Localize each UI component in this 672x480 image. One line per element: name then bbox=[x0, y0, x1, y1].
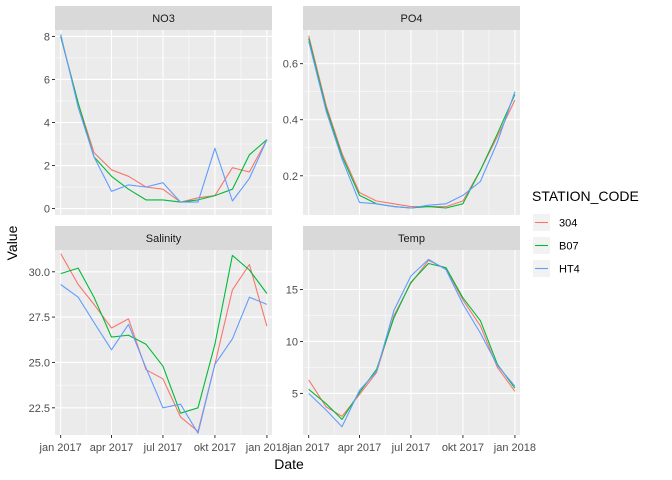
x-tick-label: apr 2017 bbox=[338, 442, 381, 454]
legend-label: B07 bbox=[559, 241, 579, 253]
facet-strip-label: PO4 bbox=[400, 13, 422, 25]
x-tick-label: jul 2017 bbox=[391, 442, 431, 454]
y-tick-label: 8 bbox=[44, 31, 50, 43]
facet-panel-salinity: Salinity 22.5 25.0 27.5 30.0 jan 2017 apr 2017… bbox=[29, 226, 288, 454]
x-tick-label: apr 2017 bbox=[90, 442, 133, 454]
facet-panel-no3: NO3 0 2 4 6 8 bbox=[44, 6, 272, 216]
x-tick-label: jan 2018 bbox=[245, 442, 288, 454]
y-tick-label: 15 bbox=[286, 284, 298, 296]
y-tick-label: 0.2 bbox=[283, 171, 298, 183]
series-line-po4-ht4 bbox=[308, 41, 516, 209]
legend-title: STATION_CODE bbox=[532, 188, 639, 204]
y-tick-label: 30.0 bbox=[29, 267, 50, 279]
legend-item-b07: B07 bbox=[533, 237, 579, 254]
y-tick-label: 25.0 bbox=[29, 357, 50, 369]
x-axis-title: Date bbox=[274, 456, 304, 472]
legend-label: 304 bbox=[559, 218, 577, 230]
y-tick-label: 0 bbox=[44, 204, 50, 216]
x-tick-label: jan 2018 bbox=[493, 442, 536, 454]
facet-strip-label: NO3 bbox=[152, 13, 175, 25]
facet-panel-po4: PO4 0.2 0.4 0.6 bbox=[283, 6, 520, 215]
y-tick-label: 2 bbox=[44, 161, 50, 173]
y-tick-label: 6 bbox=[44, 74, 50, 86]
panel-background bbox=[303, 30, 520, 215]
series-line-temp-b07 bbox=[308, 262, 516, 420]
y-tick-label: 27.5 bbox=[29, 312, 50, 324]
x-tick-label: jul 2017 bbox=[143, 442, 183, 454]
facet-strip-label: Temp bbox=[398, 233, 425, 245]
legend-item-304: 304 bbox=[533, 214, 577, 231]
legend: STATION_CODE 304 B07 HT4 bbox=[532, 188, 639, 277]
facet-strip bbox=[303, 6, 520, 30]
x-tick-label: jan 2017 bbox=[39, 442, 82, 454]
y-tick-label: 10 bbox=[286, 336, 298, 348]
x-tick-label: jan 2017 bbox=[287, 442, 330, 454]
series-line-salinity-b07 bbox=[60, 254, 268, 414]
facet-strip-label: Salinity bbox=[146, 233, 182, 245]
y-tick-label: 4 bbox=[44, 118, 50, 130]
legend-item-ht4: HT4 bbox=[533, 260, 580, 277]
y-tick-label: 0.6 bbox=[283, 59, 298, 71]
facet-strip bbox=[55, 226, 272, 250]
facet-panel-temp: Temp 5 10 15 jan 2017 apr 2017 jul 2017 okt 201… bbox=[286, 226, 536, 454]
legend-label: HT4 bbox=[559, 264, 580, 276]
facet-strip bbox=[55, 6, 272, 30]
series-line-salinity-304 bbox=[60, 253, 268, 432]
panel-background bbox=[55, 250, 272, 435]
facet-panels: NO3 0 2 4 6 8 PO4 0.2 0.4 0.6 Salinity 22.5 25.0 27.5… bbox=[29, 6, 536, 454]
series-line-no3-ht4 bbox=[60, 34, 268, 203]
x-tick-label: okt 2017 bbox=[194, 442, 236, 454]
y-tick-label: 22.5 bbox=[29, 403, 50, 415]
series-line-temp-ht4 bbox=[308, 258, 516, 428]
series-line-salinity-ht4 bbox=[60, 284, 268, 434]
x-tick-label: okt 2017 bbox=[442, 442, 484, 454]
y-axis-title: Value bbox=[4, 225, 20, 260]
series-line-no3-304 bbox=[60, 36, 268, 203]
y-tick-label: 5 bbox=[292, 388, 298, 400]
y-tick-label: 0.4 bbox=[283, 115, 298, 127]
facet-strip bbox=[303, 226, 520, 250]
